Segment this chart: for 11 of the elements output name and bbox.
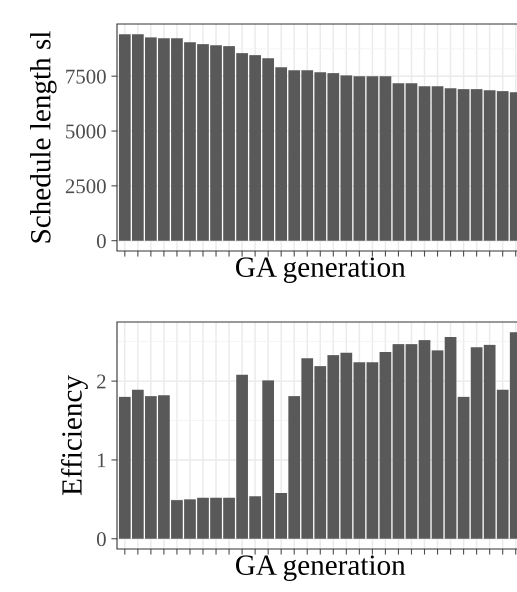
- y-tick-label: 0: [96, 234, 106, 248]
- y-tick-label: 2: [97, 374, 106, 388]
- y-tick-label: 7500: [66, 70, 106, 84]
- x-axis-title: GA generation: [236, 555, 406, 582]
- y-tick-label: 0: [96, 532, 106, 546]
- y-tick-label: 5000: [66, 124, 106, 138]
- y-axis-title: Schedule length sl: [30, 31, 57, 242]
- y-tick-label: 2500: [66, 179, 106, 194]
- y-axis-title: Efficiency: [61, 375, 88, 496]
- y-tick-label: 1: [98, 453, 106, 468]
- x-axis-title: GA generation: [236, 257, 406, 284]
